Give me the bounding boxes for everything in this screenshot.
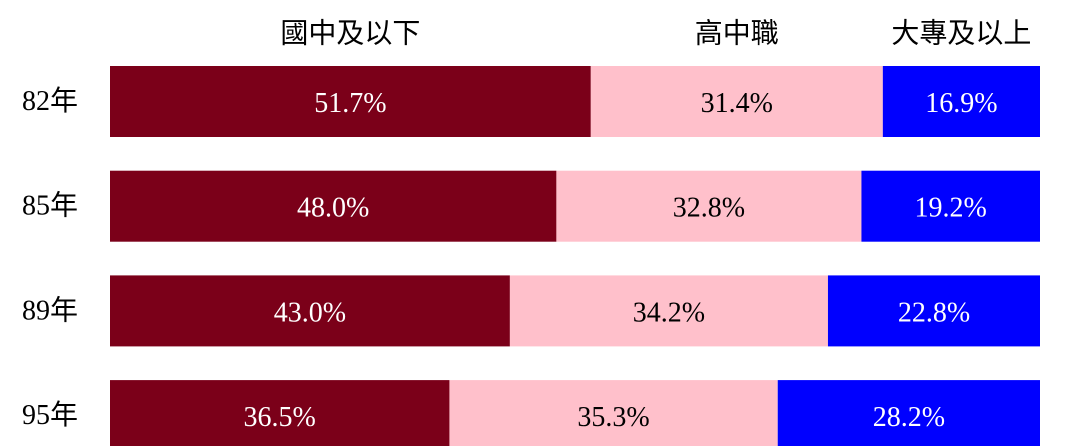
category-label: 95年 — [22, 399, 78, 431]
category-label: 89年 — [22, 294, 78, 326]
bar-segment — [861, 170, 1040, 242]
value-label: 36.5% — [244, 402, 316, 433]
bar-segment — [110, 380, 450, 446]
bar-segment — [110, 170, 557, 242]
value-label: 35.3% — [577, 402, 649, 433]
bar-segment — [110, 66, 591, 137]
category-label: 82年 — [22, 85, 78, 117]
value-label: 16.9% — [925, 88, 997, 119]
value-label: 51.7% — [314, 88, 386, 119]
legend-label: 國中及以下 — [280, 17, 420, 49]
bar-segment — [556, 170, 862, 242]
legend-label: 高中職 — [695, 17, 779, 49]
value-label: 43.0% — [274, 297, 346, 328]
value-label: 34.2% — [633, 297, 705, 328]
value-label: 28.2% — [873, 402, 945, 433]
category-label: 85年 — [22, 190, 78, 222]
bar-segment — [110, 275, 510, 347]
value-label: 32.8% — [673, 193, 745, 224]
value-label: 19.2% — [915, 193, 987, 224]
bar-segment — [449, 380, 778, 446]
bar-segment — [827, 275, 1040, 347]
bar-segment — [590, 66, 883, 137]
value-label: 22.8% — [898, 297, 970, 328]
bar-segment — [882, 66, 1040, 137]
bar-segment — [509, 275, 828, 347]
value-label: 48.0% — [297, 193, 369, 224]
legend-label: 大專及以上 — [891, 17, 1031, 49]
bar-segment — [777, 380, 1040, 446]
value-label: 31.4% — [701, 88, 773, 119]
